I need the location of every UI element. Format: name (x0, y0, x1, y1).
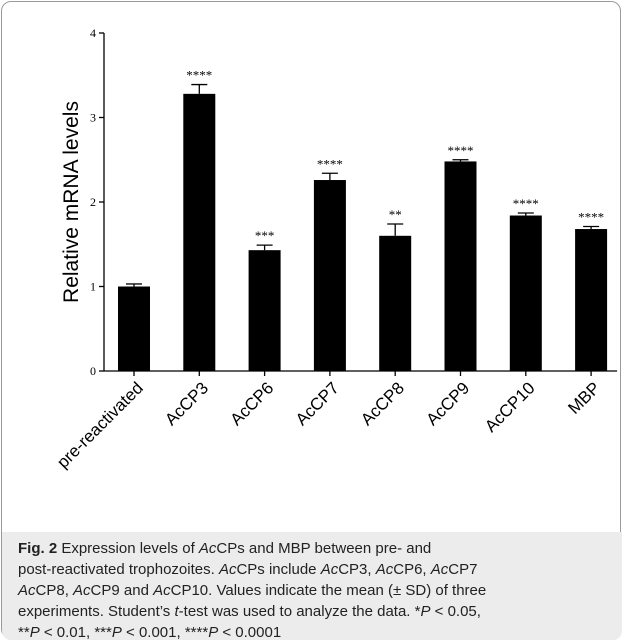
significance-label: ** (389, 207, 402, 222)
bar-accp7 (313, 180, 346, 371)
x-tick-label: AcCP8 (357, 378, 408, 429)
x-tick-label: MBP (564, 378, 603, 417)
significance-label: **** (578, 210, 604, 225)
caption-line-5: **P < 0.01, ***P < 0.001, ****P < 0.0001 (18, 624, 282, 641)
figure-label: Fig. 2 (18, 540, 58, 557)
y-tick-label: 0 (90, 364, 96, 378)
caption-panel (2, 532, 622, 640)
significance-label: **** (448, 143, 474, 158)
figure-caption: Fig. 2 Expression levels of AcCPs and MB… (18, 538, 608, 643)
y-tick-label: 2 (90, 195, 96, 209)
x-tick-label: AcCP10 (481, 378, 539, 436)
caption-line-3: AcCP8, AcCP9 and AcCP10. Values indicate… (18, 582, 487, 599)
bar-chart: 01234pre-reactivated****AcCP3***AcCP6***… (53, 26, 618, 472)
bar-mbp (575, 229, 608, 371)
significance-label: **** (186, 68, 212, 83)
bar-accp3 (183, 93, 216, 371)
caption-line-4: experiments. Student’s t-test was used t… (18, 603, 481, 620)
x-tick-label: AcCP7 (292, 378, 343, 429)
y-tick-label: 1 (90, 280, 96, 294)
bars (118, 83, 608, 371)
x-tick-label: AcCP9 (422, 378, 473, 429)
significance-label: **** (513, 196, 539, 211)
bar-accp8 (379, 235, 412, 371)
bar-accp9 (444, 161, 477, 371)
x-tick-label: pre-reactivated (53, 378, 147, 472)
significance-label: *** (255, 228, 275, 243)
y-axis-label: Relative mRNA levels (60, 101, 83, 303)
y-tick-label: 3 (90, 111, 96, 125)
y-tick-label: 4 (90, 26, 96, 40)
x-tick-label: AcCP6 (227, 378, 278, 429)
caption-line-1: Fig. 2 Expression levels of AcCPs and MB… (18, 540, 432, 557)
caption-line-2: post-reactivated trophozoites. AcCPs inc… (18, 561, 478, 578)
bar-accp6 (248, 250, 281, 371)
bar-pre-reactivated (118, 286, 150, 371)
bar-accp10 (509, 215, 542, 371)
significance-label: **** (317, 156, 343, 171)
x-tick-label: AcCP3 (161, 378, 212, 429)
